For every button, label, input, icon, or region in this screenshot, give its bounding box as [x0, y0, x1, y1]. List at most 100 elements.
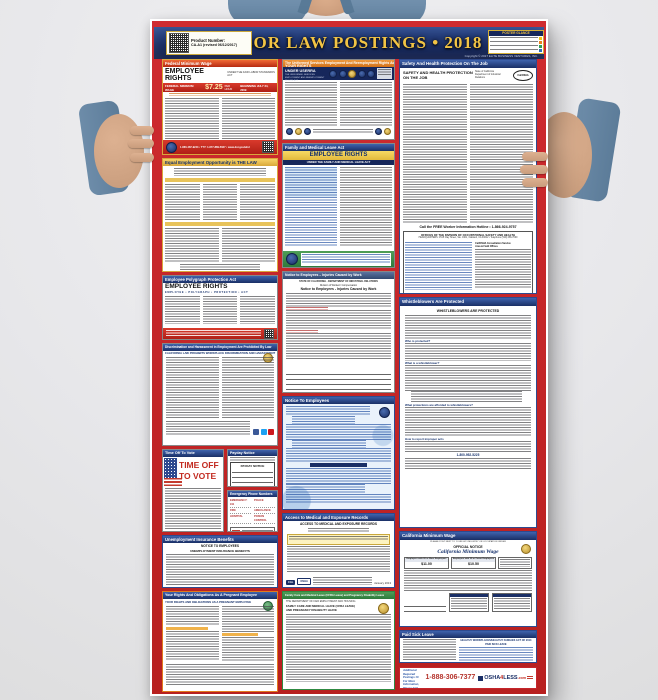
text-lines — [166, 664, 274, 686]
safety-hotline: Call the FREE Worker Information Hotline… — [419, 225, 517, 229]
wage-table: Employers with 26 or More Employees $11.… — [404, 557, 532, 569]
text-lines — [286, 406, 370, 416]
text-lines — [221, 606, 274, 632]
gold-subheader-bar — [165, 222, 275, 226]
text-lines — [289, 536, 388, 541]
poster-glance-title: POSTER GLANCE — [489, 31, 543, 36]
cfra-title-line-2: AND PREGNANCY DISABILITY LEAVE — [286, 607, 337, 612]
footer-order-text: To Order Any Additional Required Posting… — [403, 668, 421, 689]
text-lines — [405, 441, 531, 453]
section-header: Unemployment Insurance Benefits — [163, 536, 277, 543]
wage-per-hour: PER HOUR — [224, 84, 233, 91]
brand-osha: OSHA — [484, 675, 501, 681]
form-blank-line — [286, 380, 391, 385]
military-seal-icon — [338, 69, 347, 78]
whistle-inner-title: WHISTLEBLOWERS ARE PROTECTED — [436, 309, 500, 313]
section-whistleblowers-protected: Whistleblowers Are Protected WHISTLEBLOW… — [399, 297, 537, 528]
text-lines — [404, 570, 532, 592]
body-text — [283, 404, 394, 506]
flag-chip-icon — [232, 529, 240, 531]
employee-rights-title: EMPLOYEE RIGHTS — [165, 68, 204, 82]
text-lines — [490, 40, 538, 44]
poster-title: LABOR LAW POSTINGS • 2018 — [215, 33, 483, 52]
section-userra: The Uniformed Services Employment And Re… — [282, 59, 395, 140]
text-lines — [166, 421, 250, 435]
section-header: Safety And Health Protection On The Job — [400, 60, 536, 68]
agency-seal-icon — [286, 128, 293, 135]
legend-chip-blue — [539, 48, 542, 52]
section-header: Paid Sick Leave — [400, 631, 536, 638]
offices-title: OFFICES OF THE DIVISION OF OCCUPATIONAL … — [420, 233, 516, 237]
osha4less-logo: OSHA 4 LESS .com — [478, 675, 533, 681]
text-lines — [221, 228, 275, 262]
text-lines — [166, 554, 274, 586]
section-discrimination-harassment: Discrimination and Harassment in Employm… — [162, 343, 278, 446]
cfra-dept-line: THE DEPARTMENT OF FAIR EMPLOYMENT AND HO… — [286, 600, 356, 603]
flag-stripes-icon — [164, 478, 182, 486]
text-lines — [286, 293, 391, 307]
emergency-note-box — [230, 527, 275, 531]
area-offices-title: Area & Field Offices — [475, 245, 498, 248]
flag-stars-icon — [164, 458, 177, 478]
wage-cell-26plus: Employers with 26 or More Employees $11.… — [404, 557, 449, 569]
text-lines — [166, 606, 219, 626]
section-header: Notice To Employees — [283, 397, 394, 404]
footer-phone: 1-888-306-7377 — [425, 674, 476, 681]
offices-list-right: Cal/OSHA Consultation Service Area & Fie… — [475, 242, 531, 290]
body-text — [400, 83, 536, 225]
form-blank-line — [286, 375, 391, 380]
fmla-rights-banner: EMPLOYEE RIGHTS — [283, 151, 394, 160]
section-injuries-caused-by-work: Notice to Employees – Injuries Caused by… — [282, 271, 395, 393]
polygraph-words-row: EMPLOYEE • POLYGRAPH • PROTECTION • ACT — [165, 291, 249, 294]
section-header: Whistleblowers Are Protected — [400, 298, 536, 306]
safety-state: State of California — [475, 70, 495, 73]
product-number-label: Product Number: — [191, 38, 226, 43]
userra-banner: YOUR RIGHTS UNDER USERRA THE UNIFORMED S… — [283, 64, 394, 83]
wage-beginning: BEGINNING JULY 24, 2009 — [240, 83, 269, 92]
section-fmla: Family and Medical Leave Act EMPLOYEE RI… — [282, 143, 395, 268]
fmla-contact-box — [301, 252, 391, 266]
offices-hq: HEADQUARTERS: 1515 Clay Street, Ste. 190… — [418, 237, 518, 239]
brand-less: LESS — [503, 675, 518, 681]
person-finger — [128, 139, 154, 148]
fmw-contact: 1-866-487-9243 • TTY: 1-877-889-5627 • w… — [180, 145, 250, 149]
text-lines — [411, 391, 522, 403]
userra-banner-text: YOUR RIGHTS UNDER USERRA THE UNIFORMED S… — [285, 64, 325, 83]
unemployment-notice-line: NOTICE TO EMPLOYEES — [200, 544, 240, 548]
brand-4: 4 — [500, 675, 504, 681]
form-blank-line — [286, 370, 391, 375]
section-header: Family and Medical Leave Act — [283, 144, 394, 151]
vote-flag-motif: TIME OFF TO VOTE — [163, 457, 223, 487]
vote-headline-2: TO VOTE — [179, 471, 217, 481]
poster-glance-legend: POSTER GLANCE — [488, 30, 544, 54]
text-lines — [500, 559, 530, 567]
gold-subheader-bar — [165, 178, 275, 182]
wage-col-header: Employers with 25 or Fewer Employees — [452, 558, 495, 562]
section-california-minimum-wage: California Minimum Wage PLEASE POST NEXT… — [399, 531, 537, 627]
section-header: Notice to Employees – Injuries Caused by… — [283, 272, 394, 279]
wage-cell-25less: Employers with 25 or Fewer Employees $10… — [451, 557, 496, 569]
glance-row — [489, 48, 543, 52]
section-polygraph-protection-act: Employee Polygraph Protection Act EMPLOY… — [162, 275, 278, 340]
osha-logo: OSHA — [297, 578, 311, 585]
text-lines — [285, 82, 337, 126]
text-lines — [458, 647, 533, 662]
text-column — [221, 606, 274, 662]
cal-logo: CAL — [286, 580, 296, 585]
military-seal-icon — [357, 69, 366, 78]
state-seal-icon — [521, 544, 531, 554]
military-seal-icon — [367, 69, 376, 78]
text-lines — [490, 48, 538, 52]
text-lines — [287, 546, 390, 572]
text-lines — [405, 343, 531, 361]
text-lines — [405, 315, 531, 339]
polygraph-rights-title: EMPLOYEE RIGHTS — [165, 283, 228, 290]
legend-chip-orange — [539, 40, 542, 44]
body-text — [163, 356, 277, 420]
legend-chip-green — [539, 44, 542, 48]
agency-seal-icon — [295, 128, 302, 135]
sick-inner-title: HEALTHY WORKPLACES/HEALTHY FAMILIES ACT … — [460, 639, 532, 646]
text-lines — [242, 529, 273, 531]
person-neck — [299, 0, 353, 16]
